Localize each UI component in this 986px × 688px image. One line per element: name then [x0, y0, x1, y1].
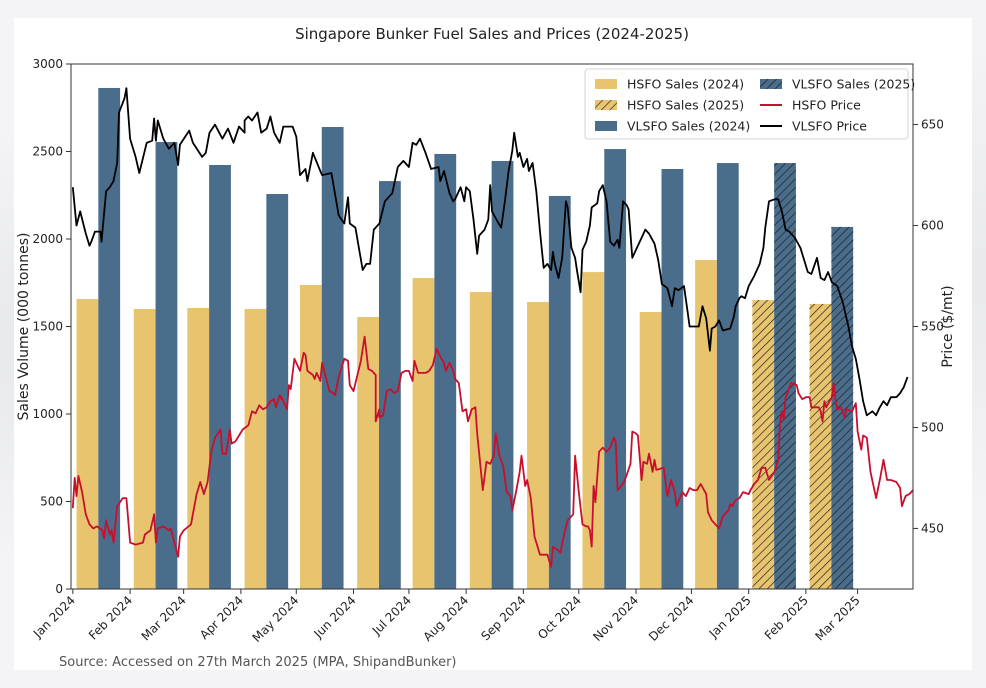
bar-hsfo-sales-2024-jan-2024	[76, 299, 99, 589]
right-axis: 450 500 550 600 650	[913, 118, 944, 535]
y2-tick-label: 450	[921, 521, 944, 535]
x-tick-label: Nov 2024	[590, 593, 641, 644]
y-axis-label: Sales Volume (000 tonnes)	[16, 232, 32, 420]
legend-label: HSFO Sales (2024)	[627, 77, 744, 92]
y-tick-label: 2500	[32, 145, 63, 159]
x-tick-label: Aug 2024	[421, 593, 472, 644]
legend-label: VLSFO Sales (2024)	[627, 119, 750, 134]
bar-hsfo-sales-2024-feb-2024	[133, 309, 156, 589]
x-tick-label: Jan 2025	[706, 593, 754, 641]
bar-hsfo-sales-2024-dec-2024	[695, 260, 717, 589]
source-note: Source: Accessed on 27th March 2025 (MPA…	[59, 655, 457, 670]
x-tick-label: Jan 2024	[30, 593, 78, 641]
bar-vlsfo-sales-2024-apr-2024	[266, 194, 289, 589]
legend-swatch	[595, 121, 617, 131]
y2-tick-label: 650	[921, 118, 944, 132]
legend-label: VLSFO Sales (2025)	[792, 77, 915, 92]
bar-hsfo-sales-2024-jun-2024	[357, 317, 379, 589]
bar-hsfo-sales-2024-jul-2024	[412, 278, 435, 589]
legend-label: VLSFO Price	[792, 119, 867, 134]
y-tick-label: 3000	[32, 57, 63, 71]
y-tick-label: 1500	[32, 320, 63, 334]
y2-tick-label: 550	[921, 320, 944, 334]
bar-hsfo-sales-2024-oct-2024	[582, 272, 605, 589]
chart-title: Singapore Bunker Fuel Sales and Prices (…	[295, 25, 689, 43]
x-tick-label: Feb 2025	[762, 593, 811, 642]
bar-hsfo-sales-2024-nov-2024	[639, 311, 662, 589]
y2-tick-label: 600	[921, 219, 944, 233]
x-tick-label: Sep 2024	[478, 593, 528, 643]
bar-hsfo-sales-2024-apr-2024	[244, 309, 267, 589]
bar-hatch-vlsfo-sales-2025-jan-2025	[774, 163, 796, 590]
x-tick-label: Apr 2024	[197, 593, 246, 642]
legend-swatch	[595, 79, 617, 89]
x-tick-label: Jun 2024	[310, 593, 358, 641]
legend-item: VLSFO Price	[760, 119, 867, 134]
legend-item: HSFO Sales (2025)	[595, 98, 744, 113]
legend-item: VLSFO Sales (2025)	[760, 77, 915, 92]
legend-label: HSFO Sales (2025)	[627, 98, 744, 113]
y-tick-label: 0	[55, 582, 63, 596]
bar-vlsfo-sales-2024-dec-2024	[716, 163, 739, 590]
y-tick-label: 1000	[32, 407, 63, 421]
bar-hsfo-sales-2024-aug-2024	[469, 292, 492, 589]
bar-vlsfo-sales-2024-mar-2024	[209, 164, 231, 589]
legend-item: VLSFO Sales (2024)	[595, 119, 750, 134]
x-tick-label: Mar 2024	[139, 593, 189, 643]
chart-card: Singapore Bunker Fuel Sales and Prices (…	[14, 18, 972, 670]
left-axis: 0 500 1000 1500 2000 2500 3000	[32, 57, 71, 596]
legend-box	[584, 68, 909, 140]
bar-hsfo-sales-2024-may-2024	[299, 285, 322, 589]
bar-vlsfo-sales-2024-may-2024	[321, 127, 344, 589]
bar-hsfo-sales-2024-mar-2024	[187, 307, 210, 589]
bar-vlsfo-sales-2024-aug-2024	[491, 160, 514, 589]
legend-swatch-hatch	[760, 79, 782, 89]
bar-vlsfo-sales-2024-nov-2024	[661, 169, 684, 589]
y2-tick-label: 500	[921, 420, 944, 434]
bar-vlsfo-sales-2024-oct-2024	[604, 149, 627, 590]
bar-hatch-vlsfo-sales-2025-feb-2025	[831, 226, 854, 590]
x-axis: Jan 2024 Feb 2024 Mar 2024 Apr 2024 May 2024…	[30, 589, 863, 645]
legend-label: HSFO Price	[792, 98, 861, 113]
bar-hatch-hsfo-sales-2025-feb-2025	[809, 303, 832, 589]
bar-vlsfo-sales-2024-sep-2024	[548, 195, 571, 589]
legend: HSFO Sales (2024) HSFO Sales (2025) VLSFO …	[584, 68, 915, 140]
x-tick-label: Oct 2024	[535, 593, 584, 642]
x-tick-label: Feb 2024	[86, 593, 135, 642]
y-tick-label: 2000	[32, 232, 63, 246]
bars-layer	[76, 87, 854, 590]
x-tick-label: Jul 2024	[369, 593, 414, 638]
bar-hatch-hsfo-sales-2025-jan-2025	[752, 300, 775, 589]
line-hsfo-price	[71, 335, 914, 568]
x-tick-label: May 2024	[250, 593, 302, 645]
y-tick-label: 500	[40, 495, 63, 509]
x-tick-label: Mar 2025	[813, 593, 863, 643]
bar-vlsfo-sales-2024-feb-2024	[155, 142, 178, 590]
y2-axis-label: Price ($/mt)	[940, 285, 956, 367]
legend-swatch-hatch	[595, 100, 617, 110]
bar-vlsfo-sales-2024-jun-2024	[378, 181, 401, 589]
legend-item: HSFO Price	[760, 98, 861, 113]
legend-item: HSFO Sales (2024)	[595, 77, 744, 92]
chart: Singapore Bunker Fuel Sales and Prices (…	[16, 25, 956, 670]
lines-layer	[71, 87, 914, 568]
line-vlsfo-price	[71, 87, 909, 417]
x-tick-label: Dec 2024	[646, 593, 697, 644]
